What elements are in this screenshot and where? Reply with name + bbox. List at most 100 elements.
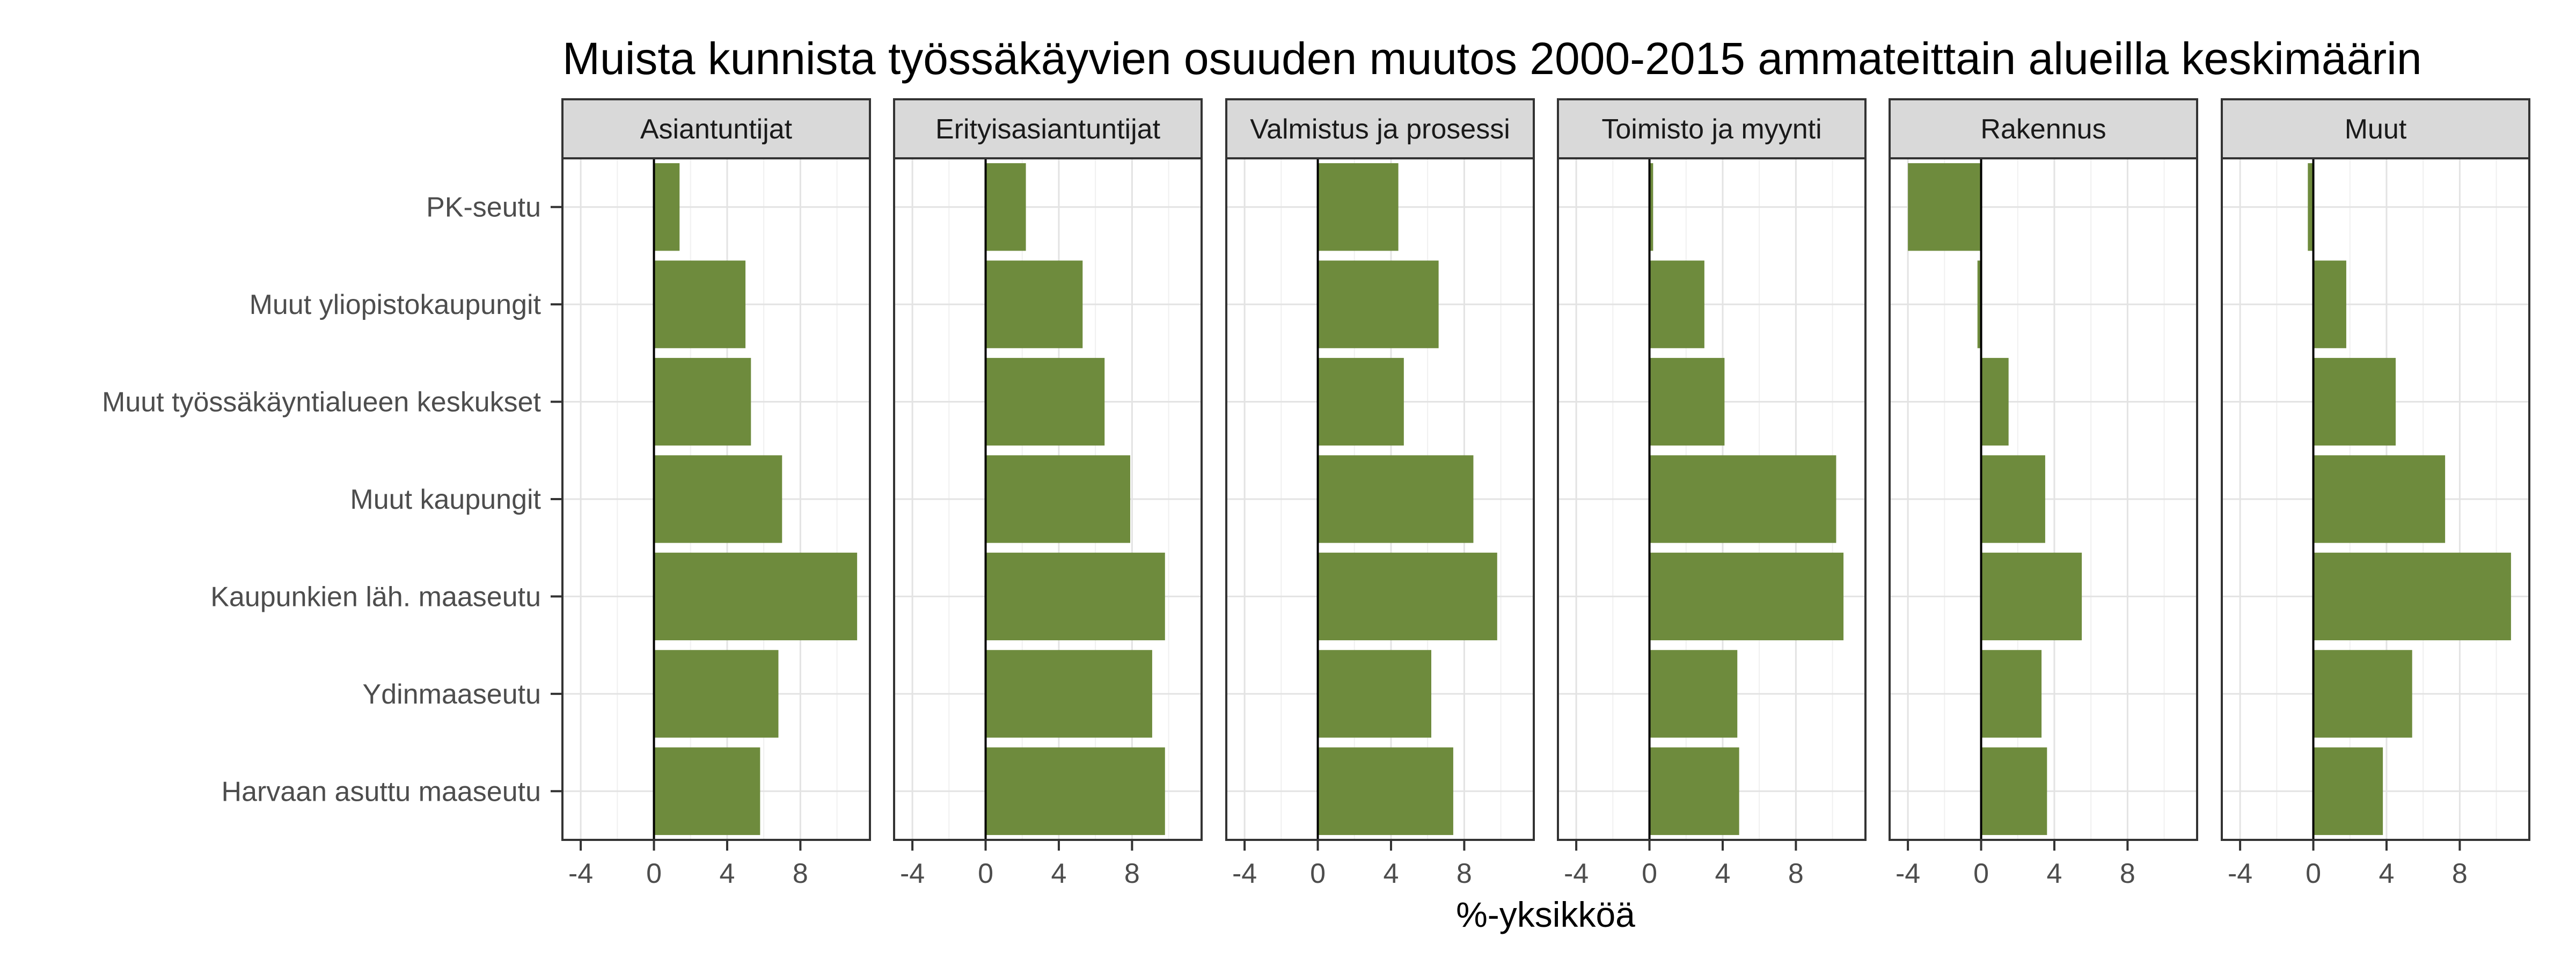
bar xyxy=(1981,650,2042,738)
bar xyxy=(1649,455,1836,543)
bar xyxy=(654,455,782,543)
bar xyxy=(985,260,1083,348)
bar xyxy=(1649,747,1739,835)
facet-panels: Asiantuntijat -4 0 4 8 Erityisasiantuntijat -4… xyxy=(561,98,2530,889)
x-tick-label: 8 xyxy=(793,858,808,889)
bar xyxy=(2313,552,2511,641)
x-tick-label: -4 xyxy=(900,858,925,889)
facet-strip-label: Asiantuntijat xyxy=(640,114,793,145)
x-tick-label: -4 xyxy=(1232,858,1257,889)
panel-border xyxy=(561,157,871,841)
x-tick-label: 8 xyxy=(1457,858,1472,889)
bar xyxy=(985,552,1165,641)
x-tick-label: 8 xyxy=(2120,858,2135,889)
x-tick-label: 4 xyxy=(720,858,735,889)
facet-strip-label: Muut xyxy=(2345,114,2407,145)
x-tick-label: 4 xyxy=(1384,858,1399,889)
bar xyxy=(654,747,760,835)
x-tick-label: 8 xyxy=(1124,858,1140,889)
bar xyxy=(985,163,1026,251)
bar xyxy=(1981,455,2045,543)
bar xyxy=(985,747,1165,835)
facet-panel: Toimisto ja myynti -4 0 4 8 xyxy=(1557,98,1867,889)
category-label: Muut kaupungit xyxy=(350,484,541,515)
facet-strip xyxy=(893,98,1203,159)
x-tick-label: 0 xyxy=(978,858,993,889)
x-axis-title: %-yksikköä xyxy=(1456,895,1635,934)
category-labels: PK-seutu Muut yliopistokaupungit Muut työs… xyxy=(102,192,562,807)
bar xyxy=(1981,357,2009,446)
bar xyxy=(1318,552,1497,641)
facet-panel: Muut -4 0 4 8 xyxy=(2221,98,2530,889)
bar xyxy=(1318,747,1453,835)
x-tick-label: -4 xyxy=(1564,858,1589,889)
x-tick-label: 4 xyxy=(1051,858,1067,889)
bar xyxy=(2313,357,2396,446)
facet-panel: Erityisasiantuntijat -4 0 4 8 xyxy=(893,98,1203,889)
category-label: Harvaan asuttu maaseutu xyxy=(222,776,541,807)
bar xyxy=(1981,747,2047,835)
x-tick-label: 8 xyxy=(1788,858,1804,889)
bar xyxy=(2308,163,2314,251)
bar xyxy=(1318,260,1439,348)
facet-strip xyxy=(1225,98,1535,159)
bar xyxy=(985,357,1105,446)
facet-strip-label: Valmistus ja prosessi xyxy=(1250,114,1510,145)
x-tick-label: 8 xyxy=(2452,858,2468,889)
bar xyxy=(1977,260,1981,348)
x-tick-label: 0 xyxy=(646,858,662,889)
facet-panel: Asiantuntijat -4 0 4 8 xyxy=(561,98,871,889)
facet-strip-label: Rakennus xyxy=(1980,114,2106,145)
bar xyxy=(654,260,746,348)
bar xyxy=(1649,357,1725,446)
x-tick-label: 4 xyxy=(1715,858,1731,889)
x-tick-label: -4 xyxy=(1896,858,1920,889)
facet-panel: Valmistus ja prosessi -4 0 4 8 xyxy=(1225,98,1535,889)
bar xyxy=(1649,552,1844,641)
category-label: PK-seutu xyxy=(426,192,541,223)
x-tick-label: 4 xyxy=(2047,858,2062,889)
bar xyxy=(985,650,1152,738)
x-tick-label: 0 xyxy=(1642,858,1657,889)
bar xyxy=(2313,747,2383,835)
bar xyxy=(2313,650,2412,738)
bar xyxy=(1908,163,1981,251)
panel-border xyxy=(1225,157,1535,841)
bar xyxy=(1649,163,1653,251)
x-tick-label: 0 xyxy=(2306,858,2321,889)
bar xyxy=(2313,260,2346,348)
facet-strip-label: Erityisasiantuntijat xyxy=(935,114,1161,145)
x-tick-label: -4 xyxy=(568,858,593,889)
chart-title: Muista kunnista työssäkäyvien osuuden mu… xyxy=(562,33,2422,84)
facet-panel: Rakennus -4 0 4 8 xyxy=(1889,98,2198,889)
bar xyxy=(985,455,1130,543)
bar xyxy=(1318,357,1404,446)
bar xyxy=(654,163,680,251)
bar xyxy=(1649,650,1738,738)
bar xyxy=(1649,260,1704,348)
facet-strip xyxy=(1889,98,2198,159)
panel-border xyxy=(2221,157,2530,841)
x-tick-label: 0 xyxy=(1973,858,1989,889)
bar xyxy=(1318,163,1399,251)
category-label: Ydinmaaseutu xyxy=(363,679,541,710)
facet-strip xyxy=(1557,98,1867,159)
facet-strip xyxy=(2221,98,2530,159)
facet-strip-label: Toimisto ja myynti xyxy=(1601,114,1821,145)
bar xyxy=(1981,552,2082,641)
bar xyxy=(2313,455,2446,543)
category-label: Kaupunkien läh. maaseutu xyxy=(210,581,541,612)
bar xyxy=(654,650,779,738)
panel-border xyxy=(1557,157,1867,841)
bar xyxy=(654,357,751,446)
panel-border xyxy=(893,157,1203,841)
bar xyxy=(1318,650,1431,738)
bar xyxy=(1318,455,1474,543)
x-tick-label: 4 xyxy=(2379,858,2395,889)
panel-border xyxy=(1889,157,2198,841)
x-tick-label: 0 xyxy=(1310,858,1326,889)
x-tick-label: -4 xyxy=(2228,858,2252,889)
bar xyxy=(654,552,858,641)
category-label: Muut yliopistokaupungit xyxy=(250,289,541,320)
